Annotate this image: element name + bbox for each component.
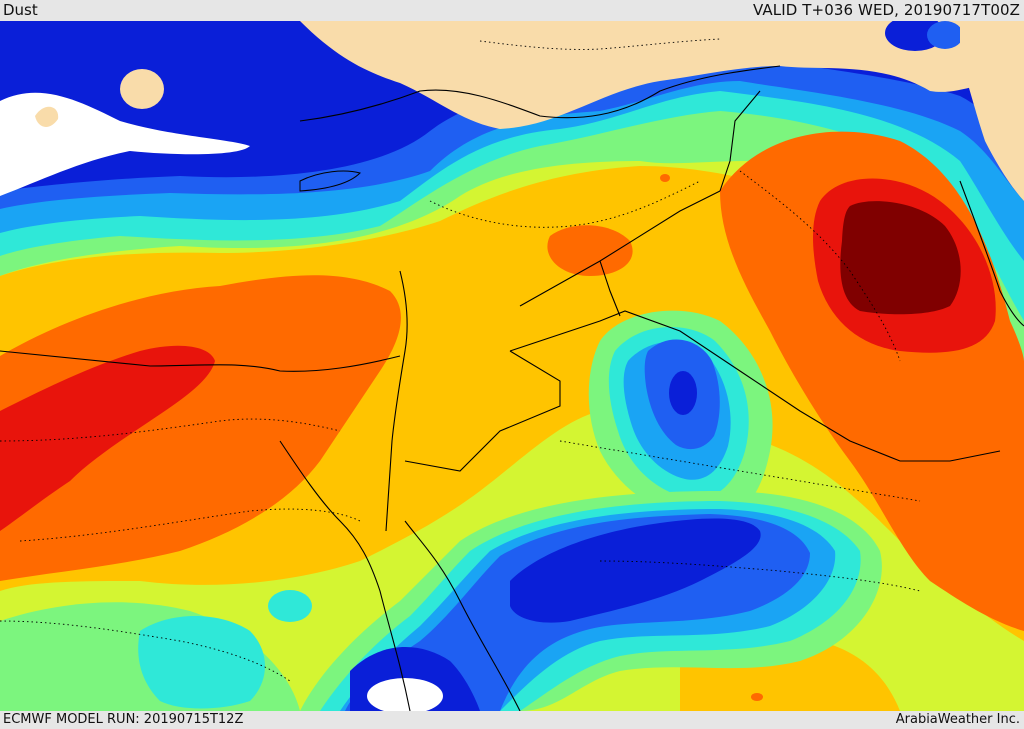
border-jordan-iraq [599,260,621,317]
province-borders [0,38,921,682]
land-north [300,21,1024,129]
band-dark-red-east [840,201,961,315]
border-iraq-iran [719,90,761,192]
footer-bar: ECMWF MODEL RUN: 20190715T12Z ArabiaWeat… [0,711,1024,729]
province-line-syria [429,180,701,228]
border-turkey-coast [299,65,781,122]
low-dust-white-north [0,92,250,196]
caspian-core [927,21,963,49]
province-line-egypt-south [19,508,361,542]
province-line-iraq [739,170,901,362]
border-red-sea-west [279,440,411,711]
province-line-saudi-south [599,560,921,592]
valid-time-label: VALID T+036 WED, 20190717T00Z [753,1,1020,19]
pocket-navy-center [669,371,697,415]
land-east-iran [960,21,1024,201]
band-navy-north [0,21,1024,191]
pocket-orange-north-dot [660,174,670,182]
credit-label: ArabiaWeather Inc. [895,712,1020,727]
pocket-orange-south-dot [751,693,763,701]
border-red-sea-east [404,520,521,711]
pocket-cyan-sw [138,616,265,709]
province-line-turkey [479,38,721,50]
border-saudi-jordan [509,310,1001,462]
land-crete [35,106,59,127]
pocket-cyan-sw-small [268,590,312,622]
pocket-navy-south [510,518,761,623]
country-borders [0,65,1024,711]
model-run-label: ECMWF MODEL RUN: 20190715T12Z [3,712,244,727]
border-saudi-jordan-west [404,350,561,472]
island-cyprus-land [120,69,164,109]
province-line-egypt [0,418,341,442]
border-iran-south [959,180,1024,327]
border-egypt-coast [0,350,401,372]
island-cyprus [299,170,361,192]
dust-map[interactable] [0,21,1024,711]
border-coast-levant [385,270,408,532]
product-title: Dust [3,1,38,19]
low-dust-white-south [367,678,443,711]
band-orange-east-small [547,225,633,276]
band-orange-west [0,275,401,581]
header-bar: Dust VALID T+036 WED, 20190717T00Z [0,0,1024,21]
border-syria-iraq [519,190,721,307]
band-red-west [0,345,215,531]
